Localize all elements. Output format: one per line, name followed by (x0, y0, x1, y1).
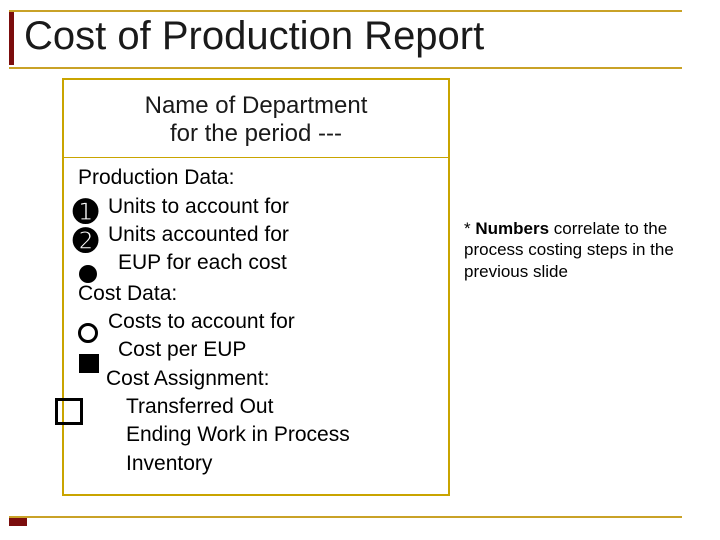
slide-title: Cost of Production Report (24, 14, 676, 59)
footer-rule (9, 516, 682, 518)
line-cost-per-eup: Cost per EUP (78, 336, 438, 364)
cost-assignment-label: Cost Assignment: (78, 365, 438, 393)
line-transferred-out: Transferred Out (78, 393, 438, 421)
line-eup-each-cost: EUP for each cost (78, 249, 438, 277)
cost-data-label: Cost Data: (78, 280, 438, 308)
slide-root: Cost of Production Report Name of Depart… (0, 0, 720, 540)
step-3-filled-circle-icon (79, 265, 97, 283)
side-note-leading: * (464, 219, 475, 238)
title-inner: Cost of Production Report (9, 12, 682, 65)
footer-accent-box (9, 518, 27, 526)
step-2-dingbat-icon: ➋ (73, 224, 98, 259)
line-ending-wip: Ending Work in Process Inventory (78, 421, 438, 478)
line-units-to-account: Units to account for (78, 193, 438, 221)
step-5-filled-square-icon (79, 354, 99, 373)
step-6-open-square-icon (55, 398, 83, 425)
side-note: * Numbers correlate to the process costi… (464, 218, 696, 282)
step-4-open-circle-icon (78, 323, 98, 343)
report-header-line1: Name of Department (74, 92, 438, 120)
title-container: Cost of Production Report (9, 10, 682, 69)
report-content: Production Data: Units to account for Un… (74, 164, 438, 478)
report-box: Name of Department for the period --- Pr… (62, 78, 450, 496)
side-note-bold: Numbers (475, 219, 553, 238)
production-data-label: Production Data: (78, 164, 438, 192)
report-header: Name of Department for the period --- (74, 88, 438, 151)
report-divider (64, 157, 448, 158)
report-header-line2: for the period --- (74, 120, 438, 148)
line-units-accounted: Units accounted for (78, 221, 438, 249)
line-costs-to-account: Costs to account for (78, 308, 438, 336)
